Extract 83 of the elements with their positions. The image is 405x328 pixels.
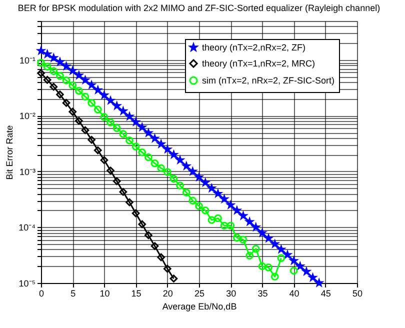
point [176,182,184,190]
point [252,244,260,253]
y-tick-label: 10⁻³ [19,166,36,177]
point [126,198,134,206]
x-tick-label: 5 [70,288,76,298]
point [56,90,64,98]
point [144,153,152,162]
point [239,236,248,244]
point [88,136,96,144]
point [182,188,190,196]
chart-title: BER for BPSK modulation with 2x2 MIMO and ZF-SIC-Sorted equalizer (Rayleigh channel) [18,3,380,13]
legend-label: theory (nTx=2,nRx=2, ZF) [202,42,306,52]
legend-label: theory (nTx=1,nRx=2, MRC) [202,58,316,68]
point [81,126,90,134]
point [157,253,165,262]
point [264,264,272,272]
point [214,214,222,222]
point [88,98,96,107]
point [56,72,64,80]
point [138,148,146,156]
point [100,113,108,121]
point [50,82,58,91]
point [277,254,286,262]
point [150,159,159,168]
point [37,69,45,78]
point [163,264,172,273]
point [163,168,172,176]
point [62,62,70,70]
x-tick-label: 30 [226,288,236,298]
point [94,106,102,114]
point [226,222,235,230]
point [220,222,228,230]
point [75,86,83,95]
point [62,98,70,107]
point [157,164,165,172]
point [112,177,121,186]
point [119,130,128,138]
x-tick-label: 45 [320,288,331,298]
point [144,231,152,240]
point [94,146,102,154]
point [233,234,241,242]
point [195,202,203,210]
point [246,252,254,260]
point [170,174,178,183]
x-axis-title: Average Eb/No,dB [162,302,237,312]
point [43,76,52,84]
point [132,209,140,218]
point [68,81,77,90]
point [188,196,197,205]
y-tick-label: 10⁻² [19,111,36,122]
point [270,272,279,281]
point [50,67,58,76]
x-tick-label: 25 [194,288,205,298]
point [138,220,146,228]
x-tick-label: 40 [289,288,300,298]
point [208,216,216,224]
legend-label: sim (nTx=2, nRx=2, ZF-SIC-Sort) [202,76,335,86]
x-tick-label: 0 [38,288,44,298]
point [170,274,178,282]
point [201,206,210,214]
point [100,156,108,164]
y-tick-label: 10⁻⁵ [18,278,36,288]
x-tick-label: 20 [162,288,173,298]
point [119,188,128,196]
x-tick-label: 10 [100,288,110,298]
point [106,118,114,126]
y-tick-label: 10⁻¹ [19,55,36,66]
point [62,76,70,84]
point [132,142,140,150]
point [75,116,83,125]
point [258,262,266,270]
x-tick-label: 35 [258,288,268,298]
point [112,124,121,132]
point [81,92,90,101]
y-tick-label: 10⁻⁴ [18,222,36,233]
point [106,166,114,174]
point [68,108,77,116]
point [150,242,159,250]
point [126,136,134,144]
x-tick-label: 50 [352,288,363,298]
y-axis-title: Bit Error Rate [4,125,15,180]
point [43,62,52,71]
x-tick-label: 15 [131,288,142,298]
